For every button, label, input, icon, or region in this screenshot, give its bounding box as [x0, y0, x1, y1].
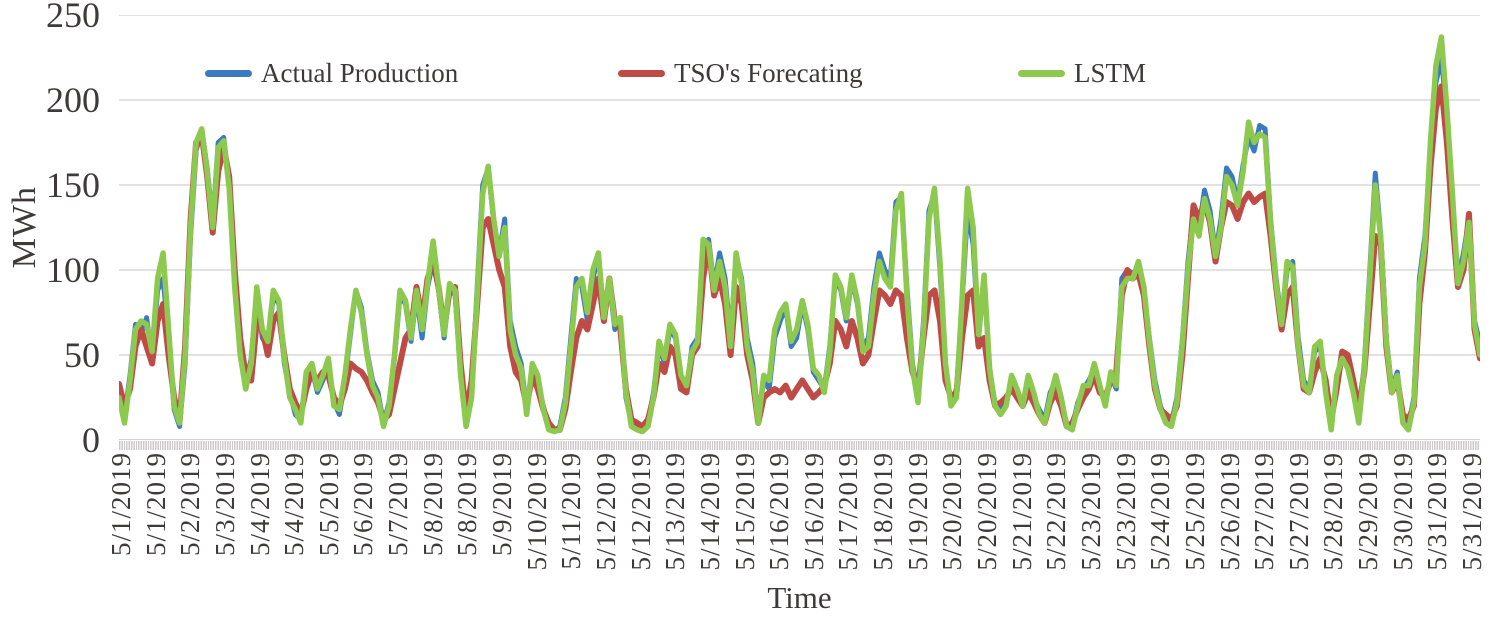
- x-tick-label: 5/4/2019: [279, 452, 310, 557]
- x-axis-minor-ticks: [119, 441, 1480, 450]
- x-tick-label: 5/8/2019: [452, 452, 483, 557]
- y-tick-label-50: 50: [64, 335, 100, 375]
- x-tick-label: 5/7/2019: [383, 452, 414, 557]
- x-tick-label: 5/27/2019: [1283, 452, 1314, 571]
- y-tick-label-250: 250: [46, 0, 100, 35]
- x-tick-label: 5/10/2019: [521, 452, 552, 571]
- x-tick-label: 5/23/2019: [1075, 452, 1106, 571]
- x-tick-label: 5/18/2019: [868, 452, 899, 571]
- x-tick-label: 5/1/2019: [106, 452, 136, 557]
- x-tick-label: 5/8/2019: [417, 452, 448, 557]
- x-tick-label: 5/26/2019: [1214, 452, 1245, 571]
- legend-swatch-actual-production: [205, 69, 252, 77]
- y-tick-label-200: 200: [46, 80, 100, 120]
- x-tick-label: 5/16/2019: [764, 452, 795, 571]
- x-tick-label: 5/17/2019: [833, 452, 864, 571]
- x-tick-label: 5/4/2019: [244, 452, 275, 557]
- legend-item-actual-production: Actual Production: [205, 58, 458, 88]
- x-tick-label: 5/30/2019: [1387, 452, 1418, 571]
- x-tick-label: 5/19/2019: [902, 452, 933, 571]
- legend-label: Actual Production: [261, 58, 459, 88]
- legend-label: TSO's Forecating: [674, 58, 863, 88]
- legend-swatch-tso-forecasting: [618, 69, 665, 77]
- x-tick-label: 5/24/2019: [1145, 452, 1176, 571]
- x-tick-label: 5/2/2019: [175, 452, 206, 557]
- x-tick-label: 5/27/2019: [1249, 452, 1280, 571]
- x-tick-label: 5/11/2019: [556, 452, 587, 570]
- plot-area: [119, 15, 1480, 440]
- x-tick-label: 5/31/2019: [1422, 452, 1453, 571]
- x-tick-label: 5/23/2019: [1110, 452, 1141, 571]
- legend-item-tso-forecasting: TSO's Forecating: [618, 58, 863, 88]
- y-tick-label-0: 0: [82, 420, 100, 460]
- x-tick-label: 5/21/2019: [1006, 452, 1037, 571]
- x-tick-label: 5/3/2019: [209, 452, 240, 557]
- x-tick-label: 5/5/2019: [313, 452, 344, 557]
- x-axis-title: Time: [767, 580, 832, 615]
- legend-item-lstm: LSTM: [1018, 58, 1146, 88]
- x-tick-label: 5/29/2019: [1353, 452, 1384, 571]
- y-tick-label-100: 100: [46, 250, 100, 290]
- x-tick-label: 5/16/2019: [798, 452, 829, 571]
- x-tick-label: 5/13/2019: [660, 452, 691, 571]
- x-tick-label: 5/28/2019: [1318, 452, 1349, 571]
- series-line-2: [119, 34, 1480, 435]
- x-tick-label: 5/20/2019: [937, 452, 968, 571]
- x-tick-label: 5/12/2019: [590, 452, 621, 571]
- legend-label: LSTM: [1074, 58, 1147, 88]
- y-tick-label-150: 150: [46, 165, 100, 205]
- x-tick-label: 5/20/2019: [972, 452, 1003, 571]
- x-tick-label: 5/14/2019: [694, 452, 725, 571]
- legend-swatch-lstm: [1018, 69, 1065, 77]
- x-tick-label: 5/22/2019: [1041, 452, 1072, 571]
- x-tick-label: 5/31/2019: [1457, 452, 1487, 571]
- x-tick-label: 5/12/2019: [625, 452, 656, 571]
- x-tick-label: 5/1/2019: [140, 452, 171, 557]
- x-tick-label: 5/25/2019: [1179, 452, 1210, 571]
- x-tick-label: 5/6/2019: [348, 452, 379, 557]
- x-tick-label: 5/15/2019: [729, 452, 760, 571]
- x-tick-label: 5/9/2019: [487, 452, 518, 557]
